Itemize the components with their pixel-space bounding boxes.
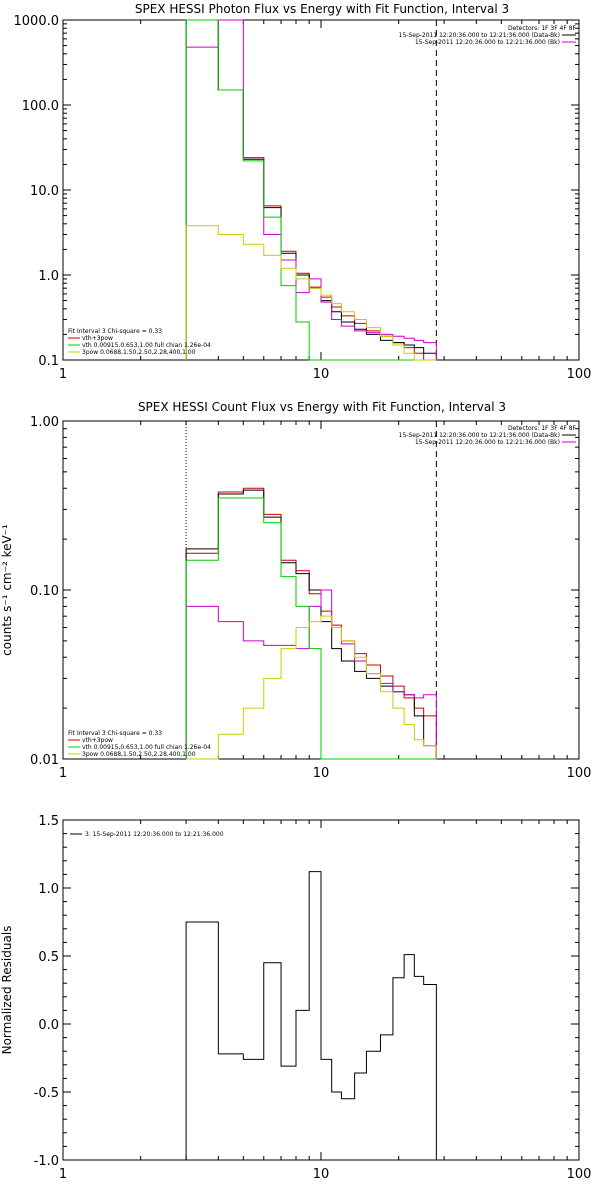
plot-frame [62, 19, 580, 361]
series-line [185, 589, 437, 759]
y-tick-label: 1000.0 [14, 14, 60, 29]
y-tick-label: 0.01 [30, 753, 59, 768]
y-tick-label: 1.0 [38, 882, 59, 897]
series-line [185, 19, 437, 361]
legend-top-right: Detectors: 1F 3F 4F 8F 15-Sep-2011 12:20… [399, 425, 577, 446]
x-axis-ticks: 1 10 100 [59, 20, 592, 382]
y-tick-label: 10.0 [30, 184, 59, 199]
x-tick-label: 1 [59, 367, 67, 382]
y-tick-label: 1.0 [38, 269, 59, 284]
y-tick-label: 1.5 [38, 814, 59, 829]
legend-header: Detectors: 1F 3F 4F 8F [508, 425, 577, 432]
series-line [185, 225, 437, 361]
legend-top-right: Detectors: 1F 3F 4F 8F 15-Sep-2011 12:20… [399, 25, 577, 46]
legend-bottom-left: Fit Interval 3 Chi-square = 0.33 vth+3po… [68, 730, 211, 758]
legend-entry: 15-Sep-2011 12:20:36.000 to 12:21:36.000… [415, 39, 560, 46]
legend-entry: vth 0.00915,0.653,1.00 full chian 1.26e-… [82, 744, 211, 751]
series-line [185, 19, 437, 360]
y-tick-label: 1.00 [30, 415, 59, 430]
legend-entry: vth+3pow [82, 737, 113, 744]
x-axis-ticks: 1 10 100 [59, 820, 592, 1182]
legend-entry: vth 0.00915,0.653,1.00 full chian 1.26e-… [82, 342, 211, 349]
y-tick-label: 0.5 [38, 950, 59, 965]
series-group [185, 487, 437, 760]
x-tick-label: 100 [567, 1167, 592, 1182]
x-tick-label: 1 [59, 1167, 67, 1182]
series-line [185, 871, 437, 1160]
legend-entry: 15-Sep-2011 12:20:36.000 to 12:21:36.000… [399, 32, 560, 39]
y-tick-label: -1.0 [34, 1154, 59, 1169]
y-tick-label: 0.0 [38, 1018, 59, 1033]
series-line [185, 19, 437, 360]
count-flux-panel: SPEX HESSI Count Flux vs Energy with Fit… [0, 400, 591, 781]
x-tick-label: 1 [59, 766, 67, 781]
series-group [185, 871, 437, 1160]
x-tick-label: 100 [567, 367, 592, 382]
series-line [186, 615, 437, 760]
chart-title: SPEX HESSI Count Flux vs Energy with Fit… [138, 400, 506, 414]
residuals-panel: Normalized Residuals -1.0 -0.5 0.0 0.5 1.0 1.… [0, 814, 591, 1182]
series-line [185, 489, 437, 759]
legend-bottom-left: Fit Interval 3 Chi-square = 0.33 vth+3po… [68, 328, 211, 356]
legend-header: Detectors: 1F 3F 4F 8F [508, 25, 577, 32]
chart-title: SPEX HESSI Photon Flux vs Energy with Fi… [135, 2, 509, 16]
y-axis-label: counts s⁻¹ cm⁻² keV⁻¹ [0, 524, 14, 656]
photon-flux-panel: SPEX HESSI Photon Flux vs Energy with Fi… [14, 2, 592, 382]
x-axis-ticks: 1 10 100 [59, 421, 592, 781]
legend-header: Fit Interval 3 Chi-square = 0.33 [68, 328, 162, 335]
reference-lines [185, 20, 437, 360]
y-tick-label: -0.5 [34, 1086, 59, 1101]
legend-entry: 3pow 0.0688,1.50,2.50,2.28,400,1.00 [82, 349, 196, 356]
legend-entry: 15-Sep-2011 12:20:36.000 to 12:21:36.000… [415, 439, 560, 446]
legend-entry: 3pow 0.0688,1.50,2.50,2.28,400,1.00 [82, 751, 196, 758]
series-line [185, 487, 437, 759]
y-axis-label: Normalized Residuals [0, 926, 14, 1055]
x-tick-label: 10 [313, 367, 330, 382]
x-tick-label: 10 [313, 766, 330, 781]
legend-header: Fit Interval 3 Chi-square = 0.33 [68, 730, 162, 737]
y-axis-ticks: 0.01 0.10 1.00 [30, 415, 579, 768]
y-axis-ticks: 0.1 1.0 10.0 100.0 1000.0 [14, 14, 579, 369]
series-group [185, 19, 437, 361]
y-tick-label: 0.1 [38, 354, 59, 369]
series-line [185, 19, 437, 361]
legend-entry: 15-Sep-2011 12:20:36.000 to 12:21:36.000… [399, 432, 560, 439]
x-tick-label: 10 [313, 1167, 330, 1182]
legend-top-left: 3. 15-Sep-2011 12:20:36.000 to 12:21:36.… [70, 831, 224, 838]
x-tick-label: 100 [567, 766, 592, 781]
y-axis-ticks: -1.0 -0.5 0.0 0.5 1.0 1.5 [34, 814, 579, 1169]
legend-entry: vth+3pow [82, 335, 113, 342]
y-tick-label: 100.0 [22, 99, 59, 114]
legend-entry: 3. 15-Sep-2011 12:20:36.000 to 12:21:36.… [85, 831, 224, 838]
y-tick-label: 0.10 [30, 584, 59, 599]
series-line [185, 497, 437, 760]
